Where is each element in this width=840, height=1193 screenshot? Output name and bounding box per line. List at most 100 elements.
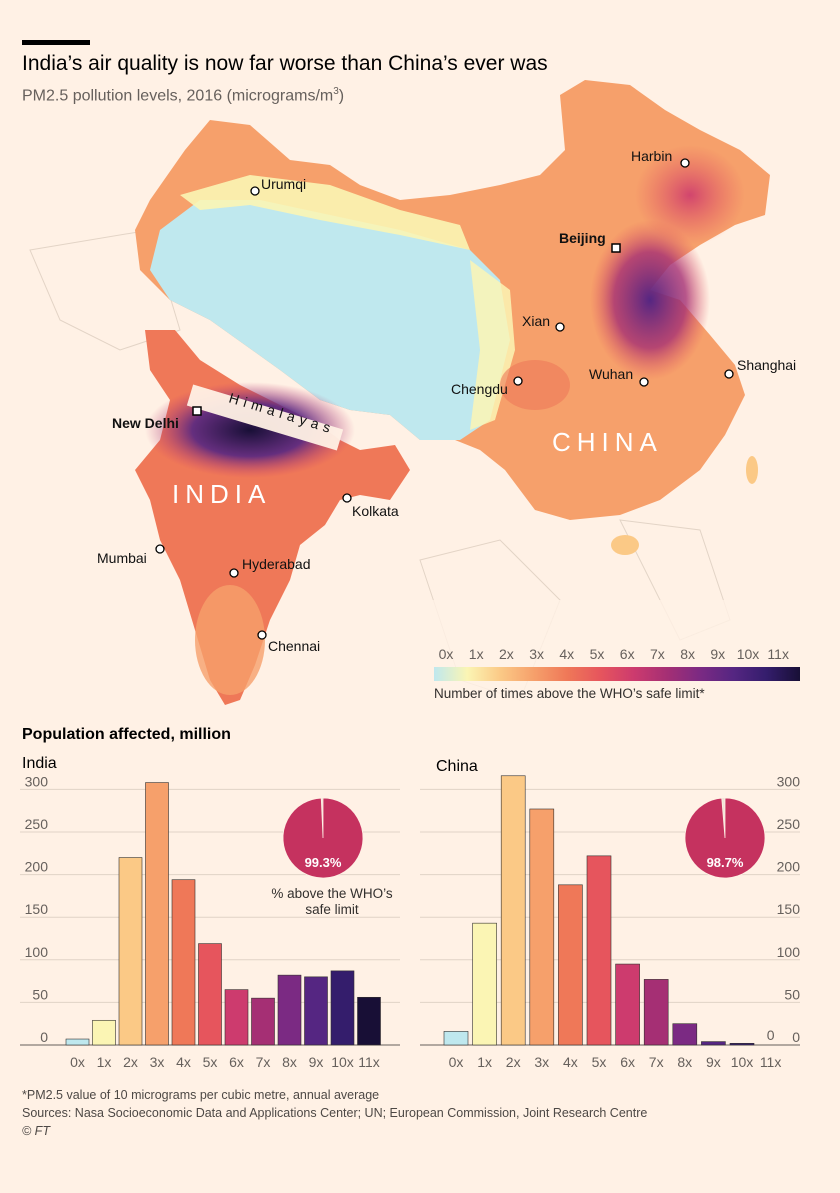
bar-8x <box>672 1023 698 1046</box>
city-label: Harbin <box>631 148 672 164</box>
x-tick-label: 9x <box>706 1054 721 1070</box>
y-tick-label: 300 <box>777 773 801 789</box>
bar-3x <box>145 782 169 1046</box>
bar-4x <box>558 884 583 1046</box>
city-kolkata: Kolkata <box>342 493 399 519</box>
bar-6x <box>615 963 640 1046</box>
x-tick-label: 11x <box>760 1054 782 1070</box>
scale-panel <box>370 600 840 830</box>
x-tick-label: 10x <box>331 1054 354 1070</box>
subtitle-close: ) <box>338 87 345 105</box>
himalaya-band <box>186 384 344 451</box>
city-new-delhi: New Delhi <box>112 406 202 431</box>
pie-slice-above-limit <box>282 797 364 879</box>
y-tick-label: 300 <box>25 773 49 789</box>
scale-title: Number of times above the WHO’s safe lim… <box>434 686 705 701</box>
bar-2x <box>118 857 143 1046</box>
y-tick-label: 250 <box>777 816 801 832</box>
x-tick-label: 6x <box>620 1054 635 1070</box>
city-xian: Xian <box>522 313 565 332</box>
city-shanghai: Shanghai <box>724 357 796 379</box>
scale-tick-label: 0x <box>439 646 454 662</box>
bar-10x <box>330 970 355 1046</box>
bar-7x <box>643 979 669 1046</box>
city-chengdu: Chengdu <box>451 376 523 397</box>
country-label-china: CHINA <box>552 427 663 457</box>
subtitle-text: PM2.5 pollution levels, 2016 (micrograms… <box>22 87 334 105</box>
y-tick-label: 250 <box>25 816 49 832</box>
scale-tick-label: 1x <box>469 646 484 662</box>
scale-tick-label: 8x <box>680 646 695 662</box>
y-tick-label: 150 <box>777 901 801 917</box>
x-tick-label: 1x <box>97 1054 112 1070</box>
city-label: Beijing <box>559 230 606 246</box>
x-tick-label: 8x <box>677 1054 692 1070</box>
x-tick-label: 3x <box>150 1054 165 1070</box>
india-pie: 99.3% <box>282 797 364 879</box>
x-tick-label: 1x <box>477 1054 492 1070</box>
china-bar-chart: 0 50 100 150 200 250 300 0x 1x 2x 3x 4x 5x 6x 7x 8x 9x 10… <box>420 773 800 1070</box>
scale-gradient-bar <box>434 667 800 681</box>
bar-0x <box>443 1031 469 1046</box>
country-label-india: INDIA <box>172 479 271 509</box>
x-tick-label: 7x <box>256 1054 271 1070</box>
scale-tick-label: 6x <box>620 646 635 662</box>
bar-9x <box>701 1041 726 1046</box>
x-tick-label: 5x <box>592 1054 607 1070</box>
x-tick-label: 4x <box>563 1054 578 1070</box>
bar-10x <box>729 1042 755 1046</box>
scale-tick-label: 11x <box>767 646 789 662</box>
city-label: Chengdu <box>451 381 508 397</box>
pie-note: % above the WHO’s safe limit <box>271 886 393 917</box>
scale-tick-label: 5x <box>590 646 605 662</box>
taiwan-island <box>746 456 758 484</box>
north-china-plain-hotspot <box>590 220 710 380</box>
y-tick-label: 100 <box>25 944 49 960</box>
city-label: New Delhi <box>112 415 179 431</box>
y-tick-label: 50 <box>32 986 48 1002</box>
x-tick-label: 2x <box>123 1054 138 1070</box>
zero-value-label: 0 <box>767 1027 775 1043</box>
chart-subtitle: PM2.5 pollution levels, 2016 (micrograms… <box>22 86 344 105</box>
india-bar-chart: 0 50 100 150 200 250 300 0x 1x 2x 3x 4x 5x 6x 7x 8x 9x 10… <box>20 773 400 1070</box>
x-tick-label: 7x <box>649 1054 664 1070</box>
y-tick-label: 200 <box>777 859 801 875</box>
x-tick-label: 0x <box>70 1054 85 1070</box>
x-tick-label: 5x <box>203 1054 218 1070</box>
city-chennai: Chennai <box>257 630 320 654</box>
bar-8x <box>277 974 302 1046</box>
western-china-clean-region <box>150 200 510 440</box>
bar-6x <box>224 989 249 1046</box>
y-tick-label: 200 <box>25 859 49 875</box>
bar-1x <box>92 1019 116 1046</box>
china-panel-label: China <box>436 758 478 775</box>
city-mumbai: Mumbai <box>97 544 165 566</box>
india-panel-label: India <box>22 755 57 772</box>
x-tick-label: 8x <box>282 1054 297 1070</box>
y-tick-label: 50 <box>784 986 800 1002</box>
footnote: *PM2.5 value of 10 micrograms per cubic … <box>22 1088 380 1102</box>
x-tick-label: 2x <box>506 1054 521 1070</box>
bar-11x <box>357 996 381 1046</box>
sichuan-hotspot <box>500 360 570 410</box>
title-rule <box>22 40 90 45</box>
city-label: Chennai <box>268 638 320 654</box>
y-tick-label: 150 <box>25 901 49 917</box>
scale-tick-label: 9x <box>710 646 725 662</box>
city-label: Wuhan <box>589 366 633 382</box>
pie-value-label: 98.7% <box>707 855 744 870</box>
scale-tick-label: 10x <box>737 646 760 662</box>
city-urumqi: Urumqi <box>250 176 306 196</box>
scale-tick-label: 3x <box>529 646 544 662</box>
city-label: Hyderabad <box>242 556 311 572</box>
sources: Sources: Nasa Socioeconomic Data and App… <box>22 1106 648 1120</box>
bar-0x <box>65 1038 90 1046</box>
chart-title: India’s air quality is now far worse tha… <box>22 52 548 75</box>
x-tick-label: 10x <box>731 1054 754 1070</box>
city-label: Xian <box>522 313 550 329</box>
bar-5x <box>586 855 612 1046</box>
bar-1x <box>472 922 497 1046</box>
bar-5x <box>198 943 222 1046</box>
city-label: Mumbai <box>97 550 147 566</box>
